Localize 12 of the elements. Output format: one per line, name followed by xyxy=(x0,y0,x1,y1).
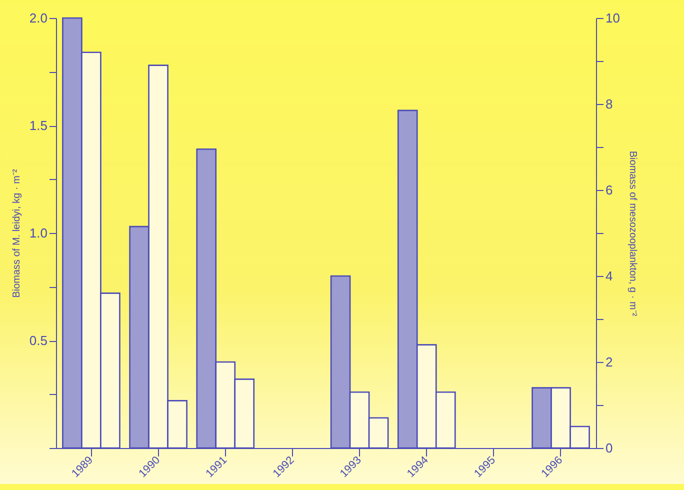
y-tick-label: 0.5 xyxy=(29,333,48,348)
y-axis-title: Biomass of M. leidyi, kg · m⁻² xyxy=(11,168,22,298)
y2-tick-label: 4 xyxy=(606,268,613,284)
y-tick-label: 1.5 xyxy=(29,118,48,133)
y2-tick-label: 2 xyxy=(606,354,613,370)
y2-tick-label: 6 xyxy=(606,182,613,198)
y2-axis-title: Biomass of mesozooplankton, g · m⁻² xyxy=(626,150,638,317)
y-tick-label: 1.0 xyxy=(29,226,48,240)
y-tick-label: 2.0 xyxy=(29,10,48,26)
y2-tick-label: 8 xyxy=(606,96,613,112)
y2-tick-label: 0 xyxy=(606,440,613,456)
y2-tick-label: 10 xyxy=(606,10,620,26)
